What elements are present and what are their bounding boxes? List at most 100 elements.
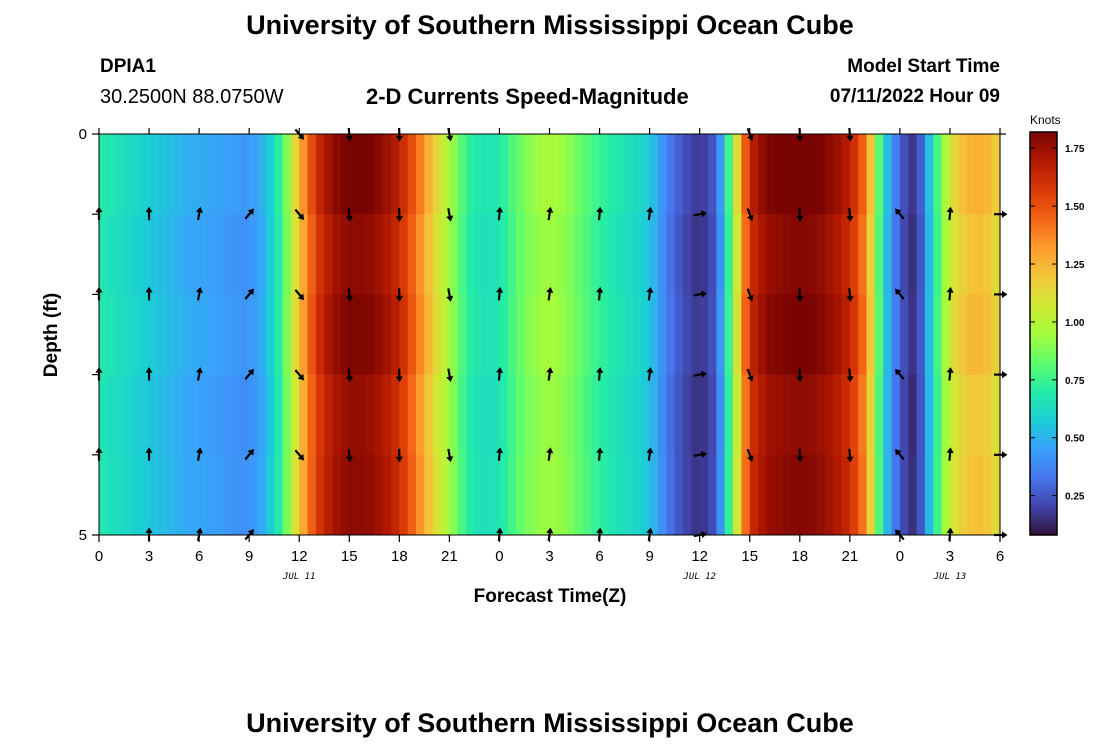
heatmap-cell: [324, 214, 334, 295]
heatmap-cell: [532, 454, 542, 536]
heatmap-cell: [299, 454, 309, 536]
heatmap-cell: [532, 294, 542, 375]
x-tick-label: 3: [145, 548, 153, 565]
heatmap-cell: [132, 374, 142, 456]
current-direction-arrow: [395, 288, 404, 302]
heatmap-cell: [365, 214, 375, 295]
current-direction-arrow: [746, 208, 754, 222]
heatmap-cell: [899, 294, 909, 375]
heatmap-cell: [524, 294, 534, 375]
heatmap-cell: [349, 454, 359, 536]
x-tick-label: 21: [441, 548, 458, 565]
heatmap-cell: [974, 214, 984, 295]
heatmap-cell: [457, 454, 467, 536]
current-direction-arrow: [294, 449, 305, 461]
heatmap-cell: [282, 134, 292, 215]
heatmap-cell: [708, 294, 717, 375]
heatmap-cell: [149, 214, 158, 295]
heatmap-cell: [858, 134, 868, 215]
date-label: JUL 13: [933, 572, 967, 582]
heatmap-cell: [491, 374, 501, 456]
heatmap-cell: [115, 374, 125, 456]
heatmap-cell: [574, 214, 584, 295]
heatmap-cell: [941, 294, 951, 375]
heatmap-cell: [758, 374, 768, 456]
heatmap-cell: [499, 294, 509, 375]
heatmap-cell: [791, 374, 801, 456]
heatmap-cell: [666, 294, 676, 375]
heatmap-cell: [616, 134, 626, 215]
heatmap-cell: [983, 134, 993, 215]
heatmap-cell: [991, 214, 1001, 295]
heatmap-cell: [799, 374, 809, 456]
heatmap-cell: [265, 454, 275, 536]
current-direction-arrow: [345, 448, 354, 463]
heatmap-cell: [908, 374, 918, 456]
heatmap-cell: [616, 214, 626, 295]
heatmap-cell: [783, 454, 793, 536]
heatmap-cell: [708, 454, 717, 536]
heatmap-cell: [349, 214, 359, 295]
heatmap-cell: [716, 134, 726, 215]
current-direction-arrow: [946, 286, 954, 301]
current-direction-arrow: [746, 448, 754, 462]
page-title: University of Southern Mississippi Ocean…: [246, 10, 854, 40]
heatmap-cell: [149, 374, 158, 456]
heatmap-cell: [974, 134, 984, 215]
current-direction-arrow: [395, 368, 404, 383]
heatmap-cell: [165, 134, 175, 215]
heatmap-cell: [432, 134, 442, 215]
heatmap-cell: [866, 294, 876, 375]
current-direction-arrow: [244, 449, 254, 461]
heatmap-cell: [390, 294, 400, 375]
heatmap-cell: [207, 374, 217, 456]
heatmap-cell: [482, 294, 492, 375]
current-direction-arrow: [294, 208, 305, 220]
heatmap-cell: [883, 454, 893, 536]
current-direction-arrow: [646, 286, 654, 301]
heatmap-cell: [808, 214, 818, 295]
heatmap-cell: [382, 134, 392, 215]
heatmap-cell: [182, 374, 192, 456]
heatmap-cell: [265, 134, 275, 215]
heatmap-cell: [632, 294, 642, 375]
heatmap-cell: [983, 374, 993, 456]
heatmap-cell: [883, 374, 893, 456]
heatmap-cell: [741, 134, 751, 215]
heatmap-cell: [649, 374, 659, 456]
heatmap-cell: [933, 294, 943, 375]
heatmap-cell: [457, 374, 467, 456]
heatmap-cell: [674, 214, 684, 295]
heatmap-cell: [115, 294, 125, 375]
heatmap-cell: [607, 294, 617, 375]
heatmap-cell: [557, 134, 567, 215]
heatmap-cell: [382, 374, 392, 456]
heatmap-cell: [140, 214, 150, 295]
current-direction-arrow: [796, 448, 804, 463]
x-tick-label: 6: [195, 548, 203, 565]
heatmap-cell: [824, 294, 834, 375]
heatmap-cell: [699, 294, 709, 375]
heatmap-cell: [741, 374, 751, 456]
heatmap-cell: [599, 374, 609, 456]
heatmap-cell: [783, 294, 793, 375]
heatmap-cell: [474, 214, 484, 295]
heatmap-cell: [307, 294, 317, 375]
current-direction-arrow: [846, 288, 854, 302]
heatmap-cell: [766, 454, 776, 536]
heatmap-cell: [983, 294, 993, 375]
heatmap-cell: [599, 214, 609, 295]
heatmap-cell: [607, 134, 617, 215]
heatmap-cell: [390, 134, 400, 215]
heatmap-cell: [641, 454, 651, 536]
heatmap-cell: [974, 374, 984, 456]
heatmap-cell: [624, 134, 634, 215]
heatmap-cell: [249, 374, 259, 456]
heatmap-cell: [182, 134, 192, 215]
heatmap-cell: [774, 134, 784, 215]
heatmap-cell: [724, 294, 734, 375]
heatmap-cell: [157, 214, 167, 295]
heatmap-cell: [224, 374, 234, 456]
heatmap-cell: [474, 134, 484, 215]
heatmap-cell: [691, 134, 701, 215]
